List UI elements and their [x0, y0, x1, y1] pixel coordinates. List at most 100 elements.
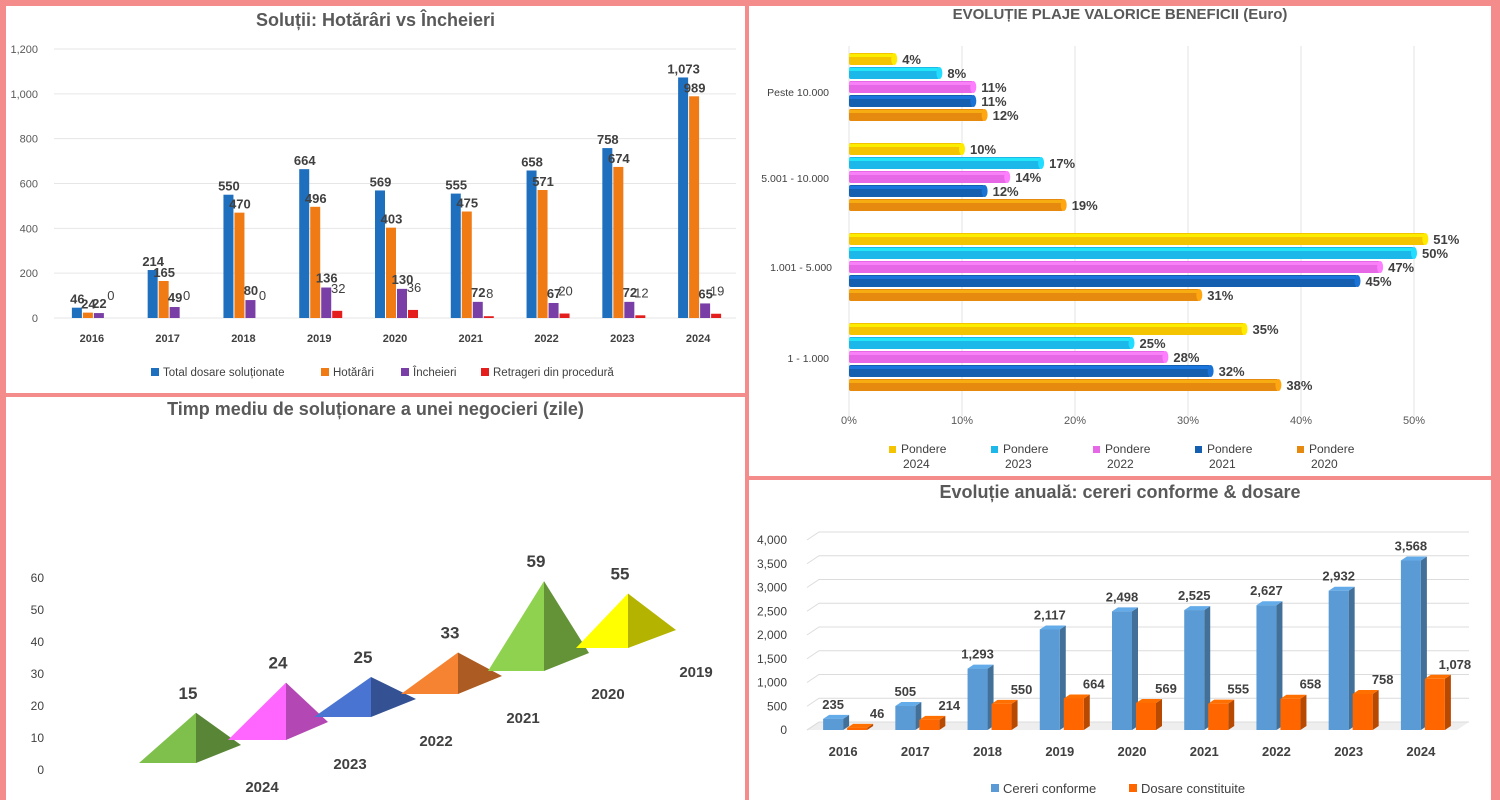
legend-label: 2022 — [1107, 457, 1134, 471]
data-label: 12% — [993, 108, 1019, 123]
data-label: 658 — [1300, 677, 1322, 692]
pyramid-front — [139, 712, 196, 763]
bar-cap — [1060, 199, 1067, 211]
bar-top — [1184, 606, 1211, 611]
bar — [991, 703, 1012, 730]
bar — [472, 301, 483, 318]
bar — [461, 211, 472, 318]
bar-top — [1063, 694, 1090, 699]
y-tick-label: 800 — [20, 134, 38, 146]
bar-side — [1300, 694, 1307, 730]
bar-side — [1372, 689, 1379, 730]
data-label: 17% — [1049, 156, 1075, 171]
plaje-chart-svg: 0% 10% 20% 30% 40% 50%Peste 10.0004%8%11%11%1… — [761, 46, 1460, 471]
y-tick-label: 60 — [31, 571, 45, 585]
bar-cap — [970, 81, 977, 93]
y-tick-label: 10 — [31, 731, 45, 745]
bar — [635, 315, 646, 318]
bar-cap — [970, 95, 977, 107]
legend-swatch — [321, 368, 329, 376]
y-tick-label: 4,000 — [757, 533, 787, 547]
bar-top — [1039, 625, 1066, 630]
bar — [245, 300, 256, 318]
bar-side — [1228, 699, 1235, 730]
bar-top — [1136, 698, 1162, 703]
data-label: 47% — [1388, 260, 1414, 275]
data-label: 2,525 — [1178, 588, 1211, 603]
data-label: 22 — [92, 296, 106, 311]
x-tick-label: 2017 — [155, 333, 179, 345]
pyramid-side — [286, 682, 328, 740]
bar — [1280, 698, 1301, 730]
legend-label: Pondere — [1105, 442, 1151, 456]
x-tick-label: 2023 — [610, 333, 634, 345]
bar-top — [895, 702, 922, 707]
x-tick-label: 2017 — [901, 744, 930, 759]
data-label: 989 — [684, 80, 706, 95]
data-label: 130 — [392, 272, 414, 287]
chart-title: EVOLUȚIE PLAJE VALORICE BENEFICII (Euro) — [952, 6, 1288, 23]
bar-side — [1444, 674, 1451, 730]
y-tick-label: 30 — [31, 667, 45, 681]
gridline — [806, 697, 1469, 707]
data-label: 32 — [331, 281, 345, 296]
bar-cap — [1038, 157, 1045, 169]
bar — [332, 310, 343, 318]
bar-highlight — [849, 276, 1358, 279]
data-label: 49 — [168, 290, 182, 305]
bar — [483, 316, 494, 318]
data-label: 165 — [153, 265, 175, 280]
bar-cap — [1275, 379, 1282, 391]
y-tick-label: 400 — [20, 223, 38, 235]
bar-cap — [1162, 351, 1169, 363]
bar-cap — [1128, 337, 1135, 349]
data-label: 470 — [229, 197, 251, 212]
x-tick-label: 2020 — [1118, 744, 1147, 759]
gridline — [806, 721, 1469, 731]
legend-label: Pondere — [1207, 442, 1253, 456]
data-label: 20 — [558, 284, 572, 299]
bar-highlight — [849, 110, 985, 113]
x-tick-label: 2024 — [686, 333, 711, 345]
legend-swatch — [991, 446, 998, 453]
bar — [71, 307, 82, 318]
bar-top — [823, 714, 850, 719]
data-label: 0 — [107, 288, 114, 303]
chart-panel-evolutie: Evoluție anuală: cereri conforme & dosar… — [749, 480, 1491, 800]
bar-highlight — [849, 82, 974, 85]
x-tick-label: 50% — [1403, 415, 1425, 427]
legend-label: Pondere — [901, 442, 947, 456]
bar-side — [1132, 607, 1138, 730]
legend-label: 2023 — [1005, 457, 1032, 471]
x-tick-label: 2019 — [1045, 744, 1074, 759]
legend-swatch — [1297, 446, 1304, 453]
gridline — [806, 674, 1469, 683]
bar — [700, 303, 711, 318]
data-label: 664 — [294, 153, 316, 168]
legend-swatch — [1129, 784, 1137, 792]
data-label: 32% — [1219, 364, 1245, 379]
data-label: 136 — [316, 271, 338, 286]
data-label: 550 — [1011, 682, 1033, 697]
legend-label: Cereri conforme — [1003, 781, 1096, 796]
bar — [1063, 698, 1084, 730]
data-label: 72 — [471, 285, 485, 300]
x-tick-label: 20% — [1064, 415, 1086, 427]
bar — [624, 301, 635, 318]
data-label: 555 — [1227, 682, 1249, 697]
data-label: 758 — [597, 132, 619, 147]
x-category-label: 2020 — [591, 686, 624, 703]
pyramid-side — [458, 652, 502, 694]
bar — [1136, 702, 1156, 730]
pyramid-side — [371, 677, 416, 717]
bar-highlight — [849, 96, 974, 99]
pyramid-front — [401, 652, 458, 694]
bar-highlight — [849, 324, 1245, 327]
y-tick-label: 500 — [767, 699, 787, 713]
bar — [613, 166, 624, 318]
bar-top — [1112, 607, 1138, 612]
data-label: 25% — [1140, 336, 1166, 351]
y-tick-label: 50 — [31, 603, 45, 617]
bar — [375, 190, 385, 318]
x-tick-label: 2020 — [383, 333, 407, 345]
